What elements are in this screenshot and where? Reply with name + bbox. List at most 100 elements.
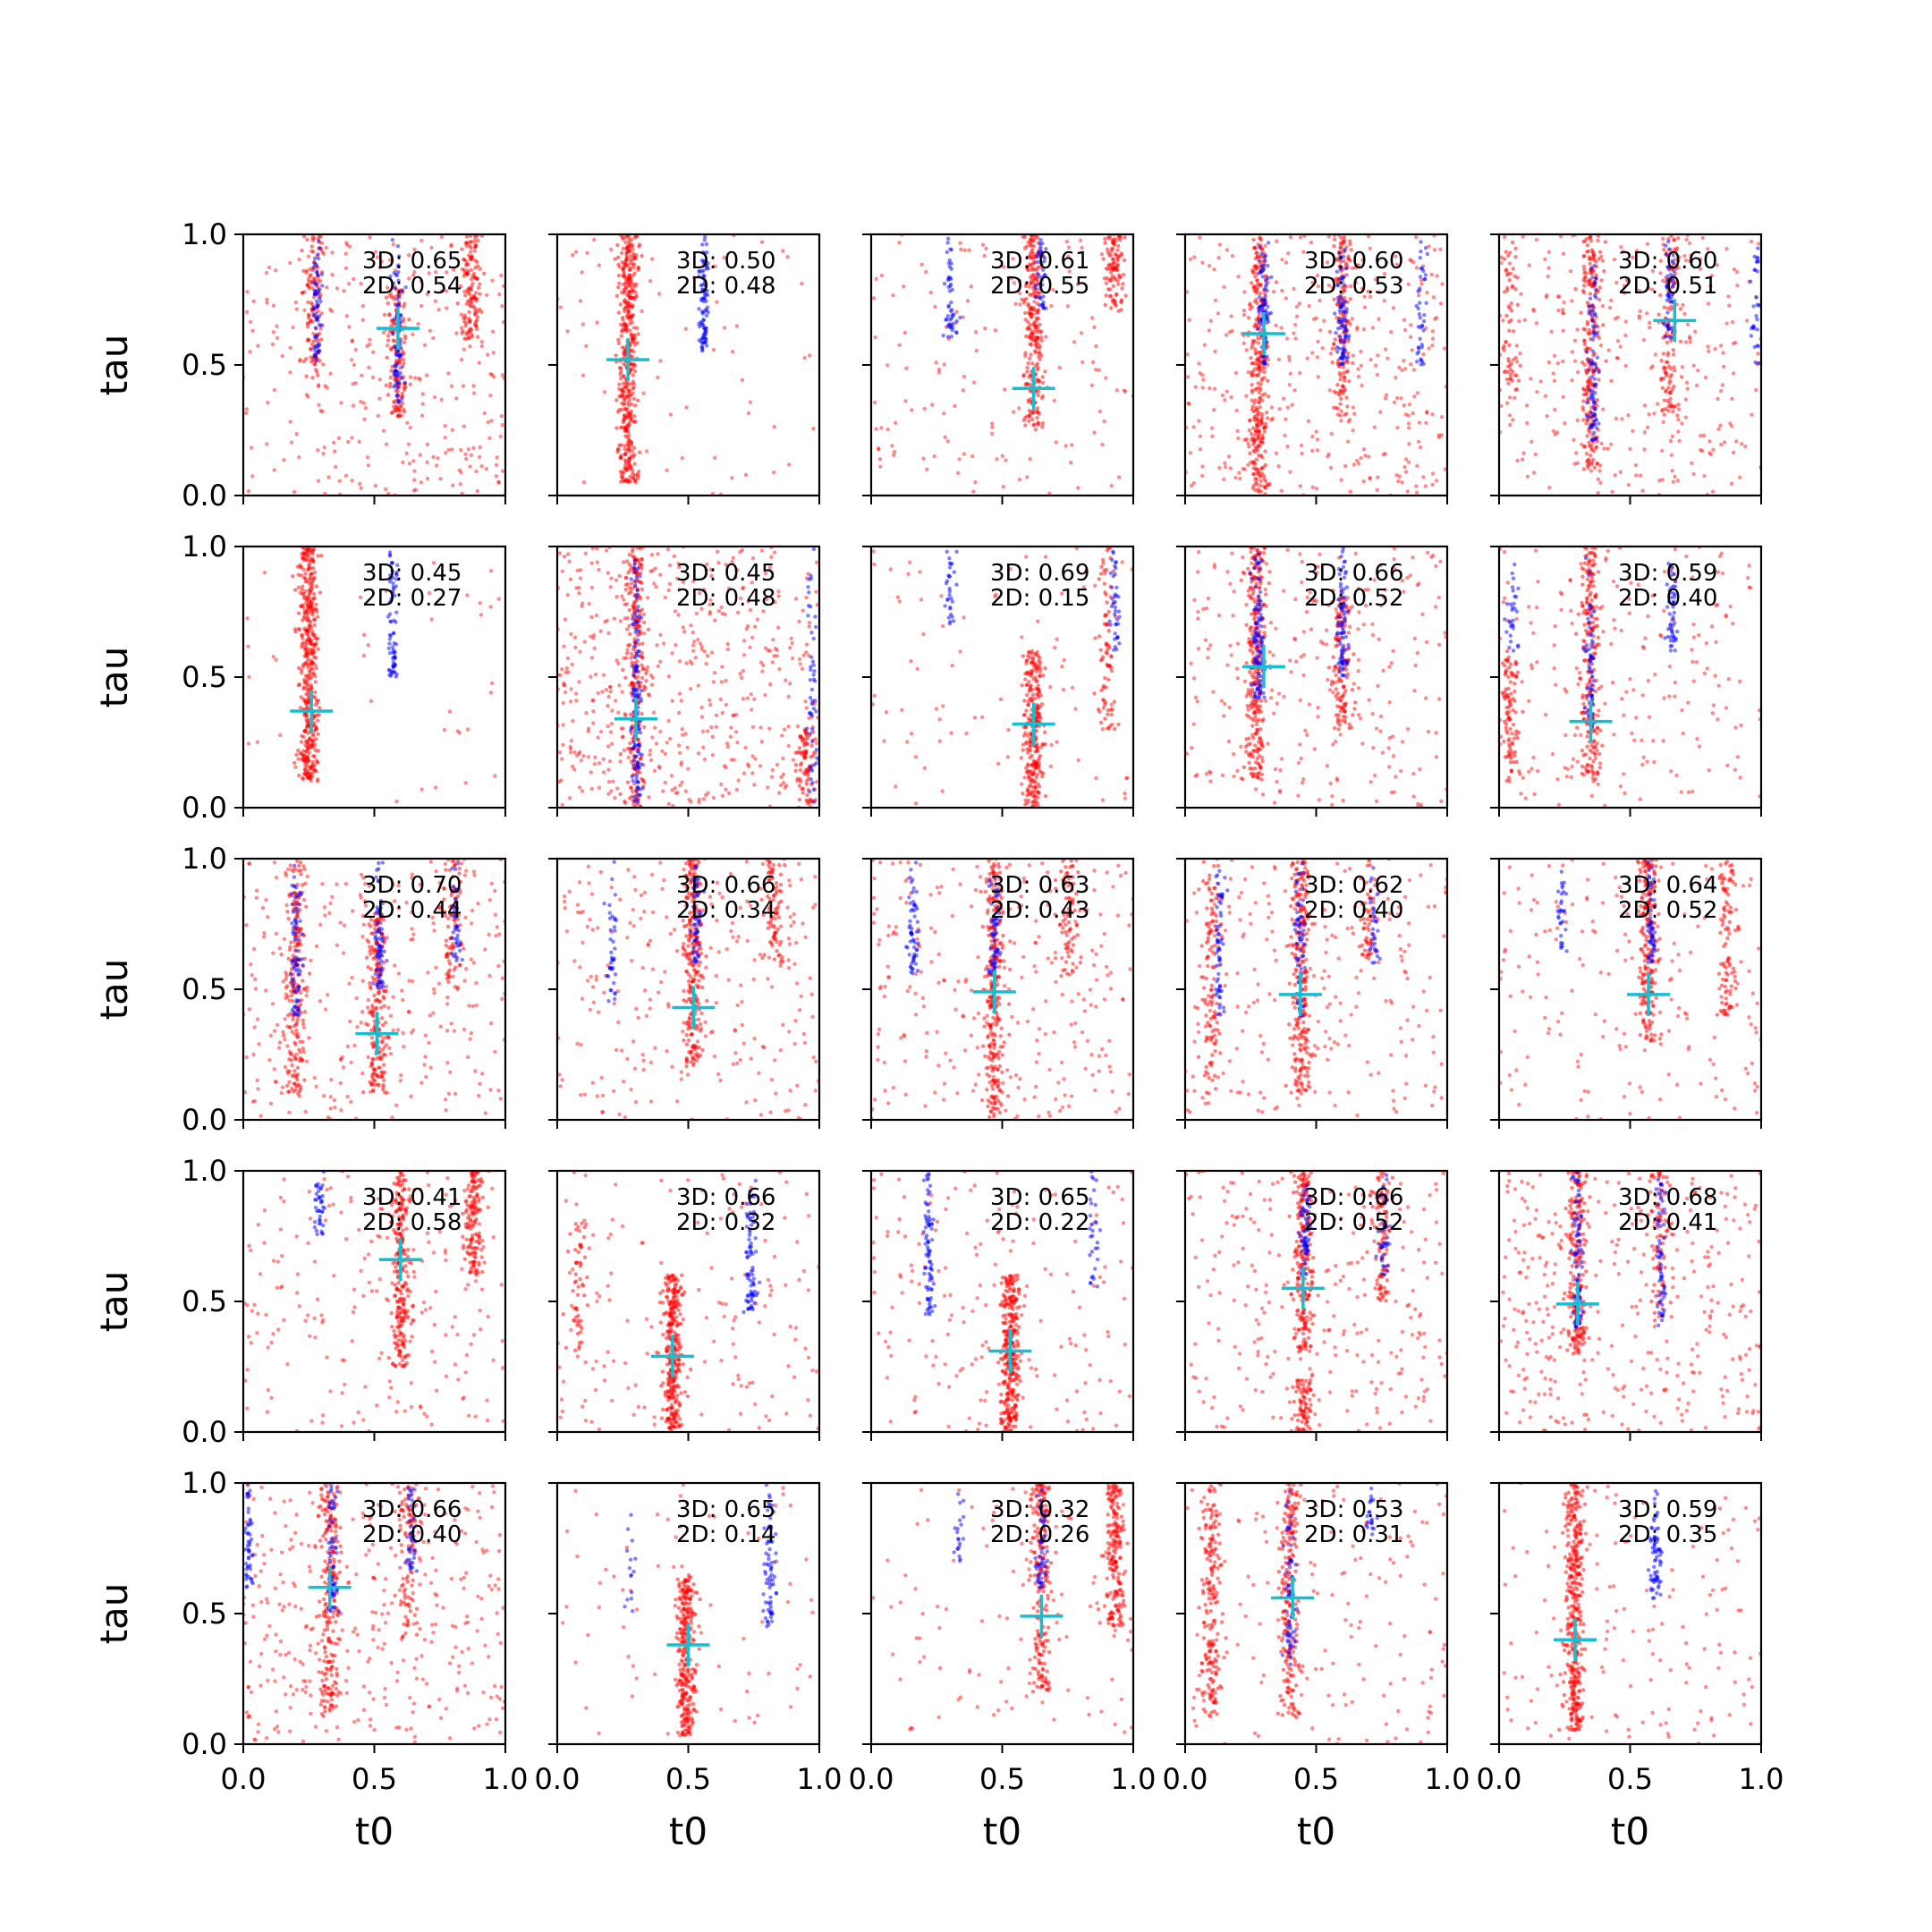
- red-point: [325, 386, 329, 390]
- red-point: [772, 550, 777, 555]
- red-point: [264, 270, 269, 275]
- red-point: [616, 337, 621, 343]
- red-point: [326, 475, 331, 479]
- red-point: [1744, 318, 1750, 323]
- red-point: [1254, 250, 1258, 256]
- red-point: [1665, 398, 1670, 403]
- red-point: [1250, 373, 1255, 377]
- red-point: [779, 775, 784, 780]
- red-point: [1013, 301, 1018, 306]
- red-point: [469, 267, 474, 273]
- red-point: [1581, 399, 1586, 403]
- red-point: [580, 373, 586, 377]
- red-point: [1657, 312, 1661, 317]
- red-point: [1018, 302, 1022, 307]
- red-point: [1290, 402, 1294, 407]
- red-point: [476, 264, 480, 268]
- red-point: [1392, 400, 1397, 405]
- red-point: [804, 642, 809, 647]
- blue-point: [1338, 294, 1343, 299]
- red-point: [1036, 337, 1040, 342]
- red-point: [776, 594, 781, 598]
- red-point: [577, 585, 581, 590]
- red-point: [775, 762, 780, 767]
- red-point: [1338, 377, 1343, 382]
- blue-point: [1665, 274, 1670, 278]
- red-point: [1513, 287, 1518, 292]
- red-point: [1108, 267, 1113, 271]
- red-point: [682, 630, 687, 634]
- red-point: [1583, 279, 1588, 284]
- red-point: [443, 424, 448, 428]
- red-point: [1116, 475, 1122, 479]
- blue-point: [1335, 283, 1340, 287]
- red-point: [1274, 451, 1279, 456]
- red-point: [589, 634, 593, 639]
- blue-point: [706, 261, 710, 266]
- red-point: [1692, 329, 1698, 335]
- red-point: [708, 698, 712, 703]
- red-point: [1366, 289, 1370, 293]
- blue-point: [950, 327, 954, 333]
- blue-point: [1263, 293, 1268, 299]
- red-point: [1575, 327, 1580, 332]
- red-point: [784, 678, 788, 682]
- red-point: [606, 631, 611, 636]
- score-2d-label: 2D: 0.55: [990, 273, 1089, 300]
- red-point: [618, 302, 623, 307]
- red-point: [569, 631, 573, 637]
- blue-point: [393, 286, 398, 291]
- red-point: [1676, 402, 1681, 407]
- red-point: [691, 648, 696, 653]
- red-point: [1217, 242, 1223, 247]
- red-point: [586, 726, 591, 731]
- red-point: [395, 389, 401, 394]
- red-point: [352, 362, 357, 368]
- blue-point: [1418, 286, 1422, 291]
- red-point: [331, 440, 336, 445]
- red-point: [758, 725, 763, 730]
- red-point: [1292, 322, 1298, 327]
- red-point: [628, 260, 633, 266]
- blue-point: [958, 315, 962, 320]
- red-point: [349, 358, 354, 362]
- red-point: [1209, 426, 1215, 430]
- blue-point: [704, 343, 709, 348]
- red-point: [305, 237, 309, 242]
- red-point: [719, 680, 724, 684]
- red-point: [1581, 240, 1586, 244]
- red-point: [621, 726, 625, 731]
- red-point: [1711, 447, 1716, 453]
- red-point: [1024, 296, 1029, 301]
- red-point: [600, 690, 605, 694]
- red-point: [1719, 442, 1724, 447]
- red-point: [398, 404, 402, 410]
- red-point: [1399, 396, 1403, 401]
- red-point: [311, 560, 316, 564]
- red-point: [634, 293, 640, 298]
- red-point: [1375, 372, 1380, 377]
- red-point: [1246, 462, 1250, 467]
- red-point: [1596, 477, 1600, 482]
- red-point: [1677, 438, 1682, 444]
- red-point: [1581, 467, 1587, 471]
- red-point: [1427, 244, 1431, 249]
- red-point: [1418, 445, 1423, 450]
- red-point: [1326, 283, 1332, 288]
- red-point: [653, 725, 657, 730]
- red-point: [1192, 255, 1197, 259]
- red-point: [669, 774, 674, 778]
- red-point: [1502, 234, 1507, 240]
- red-point: [401, 317, 406, 321]
- red-point: [601, 673, 606, 677]
- red-point: [879, 273, 885, 278]
- blue-point: [317, 296, 322, 301]
- scatter-points: [557, 547, 819, 808]
- red-point: [598, 629, 603, 633]
- blue-point: [1584, 400, 1589, 405]
- red-point: [1417, 420, 1422, 425]
- red-point: [959, 247, 963, 252]
- red-point: [1114, 388, 1119, 393]
- red-point: [676, 710, 682, 716]
